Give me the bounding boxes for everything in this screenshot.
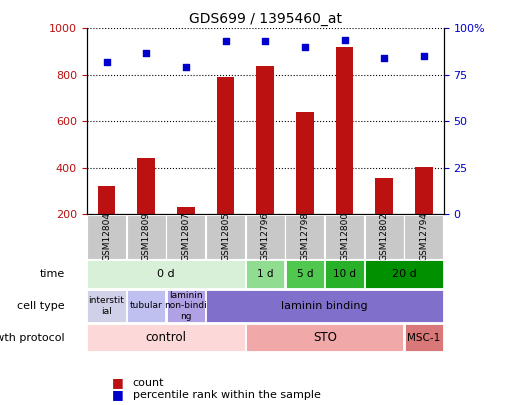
Title: GDS699 / 1395460_at: GDS699 / 1395460_at	[188, 12, 341, 26]
FancyBboxPatch shape	[324, 215, 363, 259]
Text: laminin
non-bindi
ng: laminin non-bindi ng	[164, 291, 207, 321]
Text: GSM12802: GSM12802	[379, 212, 388, 261]
Text: 20 d: 20 d	[391, 269, 415, 279]
Text: 1 d: 1 d	[257, 269, 273, 279]
FancyBboxPatch shape	[325, 260, 363, 288]
Bar	[97, 186, 115, 214]
Text: GSM12804: GSM12804	[102, 212, 111, 261]
Text: count: count	[132, 378, 164, 388]
FancyBboxPatch shape	[166, 290, 205, 322]
Text: ■: ■	[112, 388, 124, 401]
FancyBboxPatch shape	[127, 215, 165, 259]
FancyBboxPatch shape	[88, 290, 125, 322]
Point	[181, 64, 189, 70]
Text: percentile rank within the sample: percentile rank within the sample	[132, 390, 320, 400]
FancyBboxPatch shape	[206, 215, 244, 259]
Point	[379, 55, 387, 61]
Text: 5 d: 5 d	[296, 269, 313, 279]
Point	[142, 49, 150, 56]
Text: 0 d: 0 d	[157, 269, 175, 279]
Text: GSM12800: GSM12800	[340, 212, 348, 261]
Text: interstit
ial: interstit ial	[89, 296, 124, 315]
FancyBboxPatch shape	[245, 215, 284, 259]
Text: GSM12794: GSM12794	[418, 212, 428, 261]
FancyBboxPatch shape	[285, 215, 324, 259]
Text: growth protocol: growth protocol	[0, 333, 65, 343]
FancyBboxPatch shape	[285, 260, 323, 288]
FancyBboxPatch shape	[404, 215, 442, 259]
Text: control: control	[145, 331, 186, 344]
Text: 10 d: 10 d	[332, 269, 355, 279]
Point	[340, 36, 348, 43]
Text: cell type: cell type	[17, 301, 65, 311]
Text: ■: ■	[112, 376, 124, 389]
FancyBboxPatch shape	[246, 324, 403, 352]
Point	[102, 59, 110, 65]
FancyBboxPatch shape	[88, 324, 244, 352]
Bar	[137, 158, 155, 214]
Text: STO: STO	[312, 331, 336, 344]
FancyBboxPatch shape	[127, 290, 165, 322]
Text: GSM12809: GSM12809	[142, 212, 150, 261]
Text: GSM12807: GSM12807	[181, 212, 190, 261]
Bar	[375, 178, 392, 214]
FancyBboxPatch shape	[364, 215, 403, 259]
FancyBboxPatch shape	[246, 260, 284, 288]
Bar	[177, 207, 194, 214]
Point	[221, 38, 229, 45]
Text: GSM12796: GSM12796	[260, 212, 269, 261]
Text: tubular: tubular	[130, 301, 162, 310]
Bar	[295, 112, 313, 214]
FancyBboxPatch shape	[364, 260, 442, 288]
Bar	[256, 66, 274, 214]
Text: MSC-1: MSC-1	[407, 333, 440, 343]
FancyBboxPatch shape	[87, 215, 126, 259]
FancyBboxPatch shape	[206, 290, 442, 322]
Bar	[414, 166, 432, 214]
Point	[300, 44, 308, 50]
FancyBboxPatch shape	[166, 215, 205, 259]
Point	[419, 53, 427, 60]
Bar	[216, 77, 234, 214]
FancyBboxPatch shape	[88, 260, 244, 288]
Text: GSM12805: GSM12805	[220, 212, 230, 261]
Text: laminin binding: laminin binding	[281, 301, 367, 311]
Text: time: time	[40, 269, 65, 279]
Bar	[335, 47, 353, 214]
FancyBboxPatch shape	[404, 324, 442, 352]
Text: GSM12798: GSM12798	[300, 212, 309, 261]
Point	[261, 38, 269, 45]
